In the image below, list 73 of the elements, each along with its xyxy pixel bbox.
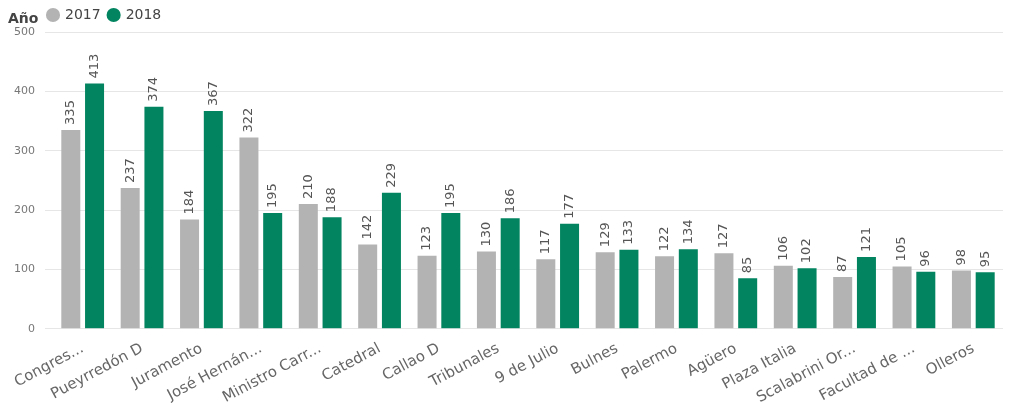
data-label: 184 — [180, 189, 196, 215]
data-label: 134 — [679, 219, 695, 245]
data-label: 96 — [917, 250, 933, 267]
data-label: 210 — [299, 174, 315, 200]
bar — [298, 204, 318, 329]
data-label: 121 — [857, 227, 873, 252]
bar — [203, 110, 223, 329]
data-label: 335 — [62, 100, 78, 125]
data-label: 237 — [121, 158, 137, 184]
data-label: 186 — [501, 188, 517, 214]
data-label: 102 — [798, 238, 814, 264]
data-label: 129 — [596, 222, 612, 248]
data-label: 106 — [774, 235, 790, 261]
bar — [322, 217, 342, 329]
bar — [975, 272, 995, 329]
data-label: 374 — [145, 76, 161, 102]
data-label: 322 — [240, 107, 256, 133]
bar — [678, 249, 698, 329]
bar — [856, 256, 876, 329]
bar — [951, 270, 971, 329]
bar — [595, 252, 615, 329]
bar — [892, 266, 912, 329]
y-tick-label: 0 — [28, 321, 35, 335]
bar — [714, 253, 734, 329]
legend-label: 2018 — [125, 5, 162, 22]
bar — [441, 212, 461, 329]
data-label: 177 — [560, 193, 576, 219]
data-label: 195 — [442, 183, 458, 208]
bar — [916, 271, 936, 329]
bar — [263, 212, 283, 329]
bar — [655, 256, 675, 329]
bar — [144, 106, 164, 329]
legend-title: Año — [8, 10, 39, 26]
data-label: 188 — [323, 187, 339, 213]
y-tick-label: 500 — [14, 24, 35, 38]
legend-label: 2017 — [65, 5, 101, 22]
bar — [738, 278, 758, 329]
y-tick-label: 100 — [14, 262, 35, 276]
data-label: 130 — [477, 221, 493, 247]
bar — [476, 251, 496, 329]
bar — [500, 218, 520, 329]
data-label: 123 — [418, 225, 434, 251]
bar — [773, 265, 793, 329]
data-label: 133 — [620, 219, 636, 245]
bar — [61, 129, 81, 329]
bar — [120, 188, 140, 329]
data-label: 229 — [382, 162, 398, 188]
bar — [833, 277, 853, 329]
bar — [536, 259, 556, 329]
bar — [358, 244, 378, 329]
data-label: 95 — [976, 250, 992, 268]
bar — [417, 255, 437, 329]
data-label: 142 — [359, 214, 375, 240]
bar — [85, 83, 105, 329]
data-label: 85 — [739, 256, 755, 274]
bar — [180, 219, 200, 329]
bar — [797, 268, 817, 329]
y-tick-label: 300 — [14, 143, 35, 157]
data-label: 87 — [834, 255, 850, 273]
y-tick-label: 400 — [14, 84, 35, 98]
y-tick-label: 200 — [14, 202, 35, 216]
data-label: 117 — [537, 229, 553, 255]
data-label: 195 — [264, 183, 280, 208]
bar — [560, 223, 580, 329]
data-label: 413 — [85, 53, 101, 79]
data-label: 367 — [204, 81, 220, 106]
data-label: 122 — [655, 226, 671, 252]
bar — [239, 137, 259, 329]
data-label: 127 — [715, 223, 731, 249]
data-label: 98 — [952, 248, 968, 266]
bar — [381, 192, 401, 329]
bar — [619, 249, 639, 329]
data-label: 105 — [893, 236, 909, 262]
